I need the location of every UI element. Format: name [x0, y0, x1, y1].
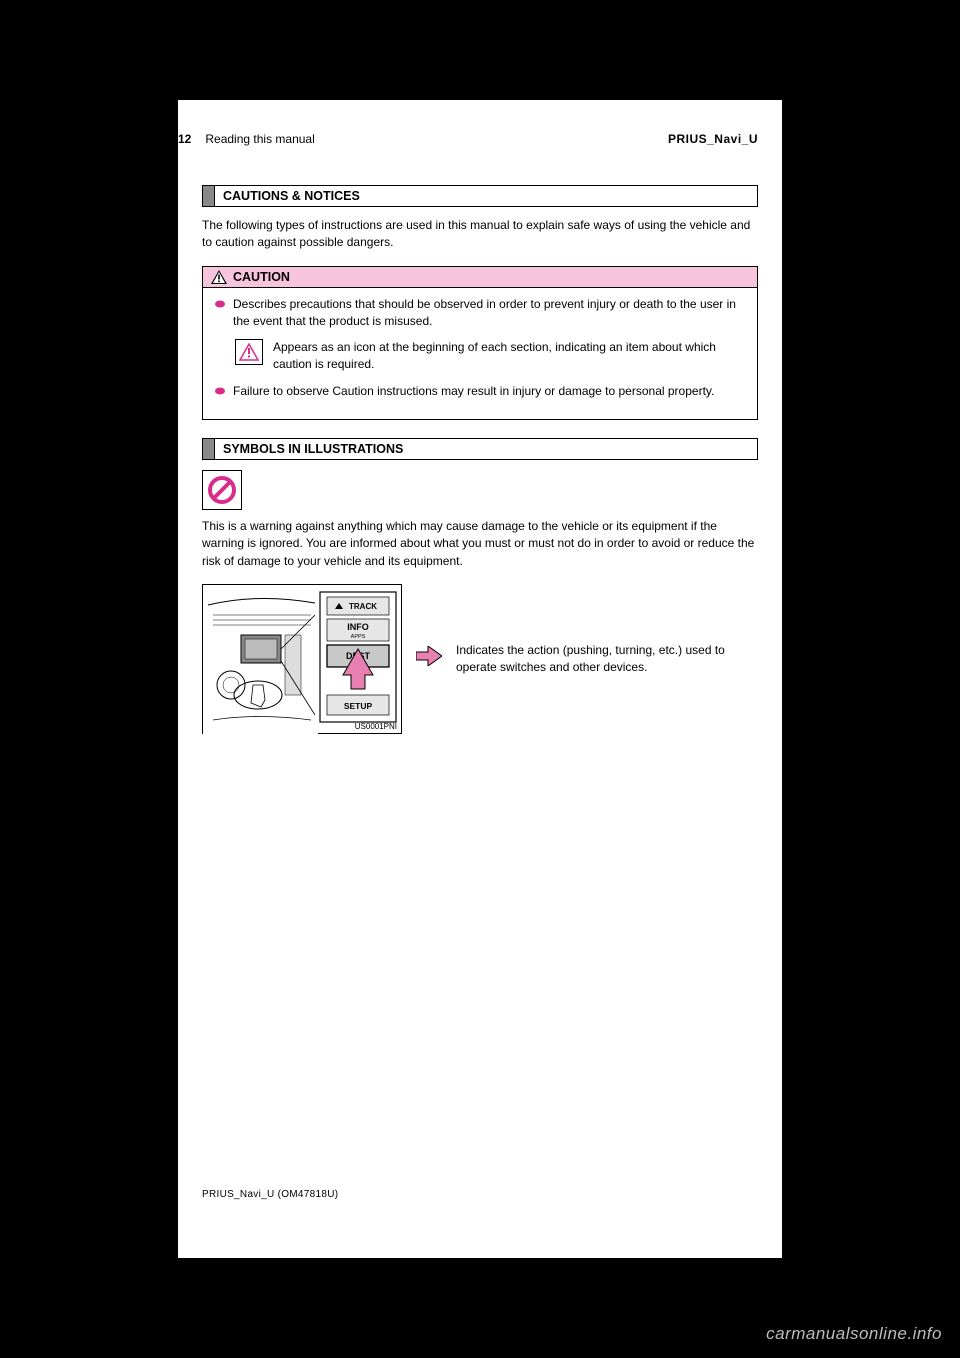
panel-info-label: INFO — [347, 622, 369, 632]
caution-item: Failure to observe Caution instructions … — [215, 383, 745, 400]
section-bar-symbols: SYMBOLS IN ILLUSTRATIONS — [202, 438, 758, 460]
right-arrow-icon — [416, 646, 442, 671]
section-tab — [203, 186, 215, 206]
caution-title: CAUTION — [233, 270, 290, 284]
bullet-icon — [215, 386, 225, 396]
caution-header: CAUTION — [203, 267, 757, 288]
page-number: 12 — [178, 132, 191, 146]
prohibition-icon — [202, 470, 242, 510]
caution-icon-note-text: Appears as an icon at the beginning of e… — [273, 339, 745, 374]
watermark-text: carmanualsonline.info — [766, 1324, 942, 1344]
warning-triangle-icon — [211, 270, 227, 284]
panel-setup-label: SETUP — [344, 701, 373, 711]
control-panel-callout: TRACK INFO APPS DEST — [319, 591, 397, 731]
section-label: SYMBOLS IN ILLUSTRATIONS — [215, 439, 757, 459]
caution-body: Describes precautions that should be obs… — [203, 288, 757, 401]
caution-item-text: Failure to observe Caution instructions … — [233, 383, 714, 400]
panel-info-sub-label: APPS — [351, 634, 366, 640]
caution-inline-triangle-icon — [235, 339, 263, 365]
panel-track-label: TRACK — [349, 602, 377, 611]
caution-icon-note: Appears as an icon at the beginning of e… — [235, 339, 745, 374]
intro-paragraph: The following types of instructions are … — [202, 217, 758, 252]
section-tab — [203, 439, 215, 459]
dashboard-illustration — [203, 585, 318, 735]
page-header: 12 Reading this manual PRIUS_Navi_U — [178, 132, 782, 146]
header-right: PRIUS_Navi_U — [668, 132, 758, 146]
bullet-icon — [215, 299, 225, 309]
footer-text: PRIUS_Navi_U (OM47818U) — [202, 1189, 338, 1200]
notice-paragraph: This is a warning against anything which… — [202, 518, 758, 570]
breadcrumb: Reading this manual — [205, 132, 314, 146]
dashboard-figure: TRACK INFO APPS DEST — [202, 584, 402, 734]
page-content: CAUTIONS & NOTICES The following types o… — [202, 185, 758, 746]
section-label: CAUTIONS & NOTICES — [215, 186, 757, 206]
figure-caption-id: US0001PNI — [355, 722, 397, 731]
caution-box: CAUTION Describes precautions that shoul… — [202, 266, 758, 420]
manual-page: 12 Reading this manual PRIUS_Navi_U CAUT… — [178, 100, 782, 1258]
figure-explanation: Indicates the action (pushing, turning, … — [456, 642, 758, 677]
figure-row: TRACK INFO APPS DEST — [202, 584, 758, 734]
caution-item-text: Describes precautions that should be obs… — [233, 296, 745, 331]
caution-item: Describes precautions that should be obs… — [215, 296, 745, 331]
section-bar-cautions: CAUTIONS & NOTICES — [202, 185, 758, 207]
